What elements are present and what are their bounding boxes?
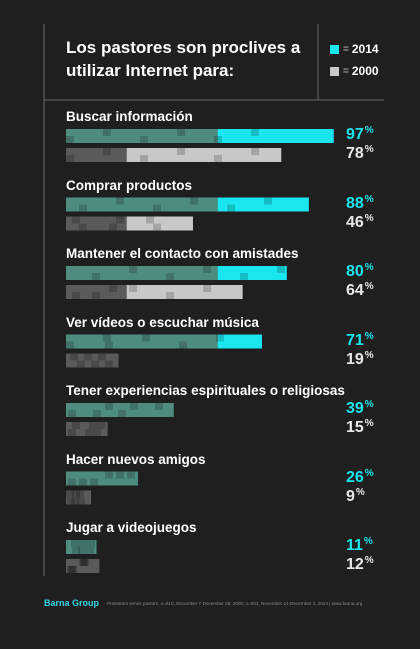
chart-title: Los pastores son proclives a utilizar In… <box>66 38 301 80</box>
value-label-2014-buscar-informacion: 97% <box>346 125 374 144</box>
legend-swatch-2014 <box>330 44 339 54</box>
value-number: 12 <box>346 556 364 573</box>
bar-2014-tener-experiencias-espirituales-o-religiosas <box>66 403 174 417</box>
footer: Barna Group Protestant senior pastors, n… <box>44 598 362 608</box>
legend-label-2000: 2000 <box>351 64 379 78</box>
category-label-comprar-productos: Comprar productos <box>66 177 193 193</box>
value-unit: % <box>364 212 374 224</box>
value-unit: % <box>364 418 374 429</box>
value-number: 46 <box>346 213 364 231</box>
value-number: 9 <box>346 487 355 505</box>
value-label-2014-comprar-productos: 88% <box>346 193 374 213</box>
value-number: 15 <box>346 419 364 436</box>
value-label-2000-tener-experiencias-espirituales-o-religiosas: 15% <box>346 418 374 437</box>
value-number: 71 <box>346 331 364 349</box>
value-unit: % <box>363 536 373 547</box>
value-label-2000-ver-videos-o-escuchar-musica: 19% <box>346 349 374 369</box>
value-number: 80 <box>346 263 364 280</box>
bar-2000-jugar-a-videojuegos <box>66 559 100 573</box>
value-label-2014-tener-experiencias-espirituales-o-religiosas: 39% <box>346 399 374 418</box>
value-number: 39 <box>346 400 364 417</box>
category-label-ver-videos-o-escuchar-musica: Ver vídeos o escuchar música <box>66 314 259 330</box>
legend-swatch-2000 <box>330 66 339 76</box>
value-number: 64 <box>346 282 364 299</box>
bar-2000-comprar-productos <box>66 216 193 231</box>
value-number: 97 <box>346 126 364 143</box>
value-number: 26 <box>346 468 364 486</box>
value-label-2014-ver-videos-o-escuchar-musica: 71% <box>346 330 374 350</box>
value-unit: % <box>364 193 374 205</box>
value-unit: % <box>355 486 365 498</box>
value-unit: % <box>364 262 374 273</box>
category-label-hacer-nuevos-amigos: Hacer nuevos amigos <box>66 451 206 467</box>
value-unit: % <box>364 467 374 479</box>
value-unit: % <box>364 399 374 410</box>
value-label-2014-mantener-el-contacto-con-amistades: 80% <box>346 262 374 281</box>
legend: = 2014 = 2000 <box>330 40 379 84</box>
value-unit: % <box>364 349 374 361</box>
value-unit: % <box>364 330 374 342</box>
bar-2000-mantener-el-contacto-con-amistades <box>66 285 243 299</box>
bar-2000-tener-experiencias-espirituales-o-religiosas <box>66 422 108 436</box>
brand-logo: Barna Group <box>44 598 100 608</box>
bar-2014-ver-videos-o-escuchar-musica <box>66 334 262 349</box>
category-label-jugar-a-videojuegos: Jugar a videojuegos <box>66 520 197 535</box>
value-number: 88 <box>346 194 364 212</box>
bar-2000-ver-videos-o-escuchar-musica <box>66 353 119 368</box>
bar-2014-comprar-productos <box>66 197 309 212</box>
value-label-2000-jugar-a-videojuegos: 12% <box>346 555 374 574</box>
value-number: 11 <box>346 537 363 554</box>
value-unit: % <box>364 555 374 566</box>
bar-2014-jugar-a-videojuegos <box>66 540 97 554</box>
value-label-2014-jugar-a-videojuegos: 11% <box>346 536 373 555</box>
value-number: 78 <box>346 145 364 162</box>
value-unit: % <box>364 144 374 155</box>
legend-item-2014: = 2014 <box>330 40 379 58</box>
legend-label-2014: 2014 <box>351 42 379 56</box>
legend-item-2000: = 2000 <box>330 62 379 80</box>
value-label-2000-mantener-el-contacto-con-amistades: 64% <box>346 281 374 300</box>
value-unit: % <box>364 125 374 136</box>
bar-2014-hacer-nuevos-amigos <box>66 471 138 486</box>
category-label-buscar-informacion: Buscar información <box>66 109 193 124</box>
category-label-mantener-el-contacto-con-amistades: Mantener el contacto con amistades <box>66 246 299 261</box>
bar-2014-mantener-el-contacto-con-amistades <box>66 266 287 280</box>
value-label-2014-hacer-nuevos-amigos: 26% <box>346 467 374 487</box>
value-label-2000-hacer-nuevos-amigos: 9% <box>346 486 365 506</box>
category-label-tener-experiencias-espirituales-o-religiosas: Tener experiencias espirituales o religi… <box>66 383 345 398</box>
value-label-2000-comprar-productos: 46% <box>346 212 374 232</box>
value-number: 19 <box>346 350 364 368</box>
bar-2014-buscar-informacion <box>66 129 334 143</box>
value-unit: % <box>364 281 374 292</box>
bar-2000-buscar-informacion <box>66 148 282 162</box>
source-note: Protestant senior pastors, n=610, Decemb… <box>107 600 363 606</box>
bars-layer <box>66 129 334 573</box>
bar-2000-hacer-nuevos-amigos <box>66 490 91 505</box>
value-label-2000-buscar-informacion: 78% <box>346 144 374 163</box>
